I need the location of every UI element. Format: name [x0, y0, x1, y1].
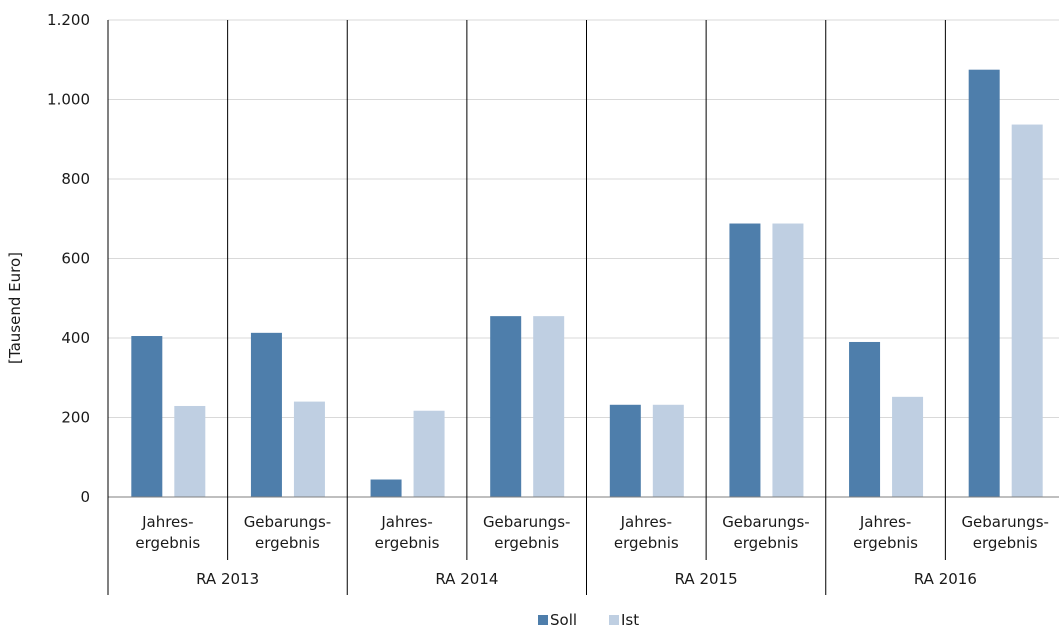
x-category-label: Jahres-: [380, 513, 432, 531]
x-category-label: Jahres-: [620, 513, 672, 531]
x-group-label: RA 2016: [914, 570, 977, 588]
x-category-label: Gebarungs-: [961, 513, 1049, 531]
legend-label: Ist: [621, 611, 639, 628]
y-tick-label: 0: [80, 488, 90, 506]
legend-label: Soll: [550, 611, 577, 628]
bar-soll: [609, 404, 641, 497]
y-tick-label: 400: [61, 329, 90, 347]
legend-item-ist: Ist: [609, 611, 639, 628]
bar-soll: [250, 332, 282, 497]
bar-soll: [131, 336, 163, 497]
bar-ist: [1011, 124, 1043, 497]
bar-soll: [729, 223, 761, 497]
y-tick-label: 1.200: [47, 11, 90, 29]
legend-item-soll: Soll: [538, 611, 577, 628]
x-category-label: ergebnis: [973, 534, 1038, 552]
x-category-label: ergebnis: [255, 534, 320, 552]
y-axis-label: [Tausend Euro]: [6, 252, 24, 364]
x-category-label: ergebnis: [494, 534, 559, 552]
y-tick-label: 200: [61, 409, 90, 427]
x-category-label: Jahres-: [859, 513, 911, 531]
x-category-label: ergebnis: [853, 534, 918, 552]
gridlines: [108, 19, 1059, 418]
legend: Soll Ist: [538, 611, 639, 628]
x-group-labels: RA 2013 RA 2014 RA 2015 RA 2016: [196, 570, 977, 588]
bars: [131, 69, 1043, 497]
y-tick-label: 800: [61, 170, 90, 188]
bar-soll: [968, 69, 1000, 497]
x-group-label: RA 2014: [435, 570, 498, 588]
bar-ist: [413, 410, 445, 497]
x-category-label: Gebarungs-: [244, 513, 332, 531]
x-category-label: Jahres-: [141, 513, 193, 531]
axes: [107, 20, 1059, 595]
x-category-label: ergebnis: [614, 534, 679, 552]
bar-ist: [293, 401, 325, 497]
y-tick-labels: 0 200 400 600 800 1.000 1.200: [47, 11, 90, 506]
x-group-label: RA 2015: [675, 570, 738, 588]
y-tick-label: 1.000: [47, 91, 90, 109]
bar-ist: [652, 404, 684, 497]
bar-soll: [849, 341, 881, 497]
bar-soll: [490, 316, 522, 497]
bar-ist: [892, 396, 924, 497]
x-group-label: RA 2013: [196, 570, 259, 588]
bar-ist: [533, 316, 565, 497]
bar-ist: [772, 223, 804, 497]
y-tick-label: 600: [61, 250, 90, 268]
x-category-label: Gebarungs-: [483, 513, 571, 531]
legend-swatch: [538, 615, 548, 625]
x-category-labels: Jahres-ergebnis Gebarungs-ergebnis Jahres-…: [135, 513, 1049, 552]
bar-ist: [174, 405, 206, 497]
bar-soll: [370, 479, 402, 497]
x-category-label: ergebnis: [375, 534, 440, 552]
x-category-label: ergebnis: [733, 534, 798, 552]
x-category-label: Gebarungs-: [722, 513, 810, 531]
x-category-label: ergebnis: [135, 534, 200, 552]
legend-swatch: [609, 615, 619, 625]
